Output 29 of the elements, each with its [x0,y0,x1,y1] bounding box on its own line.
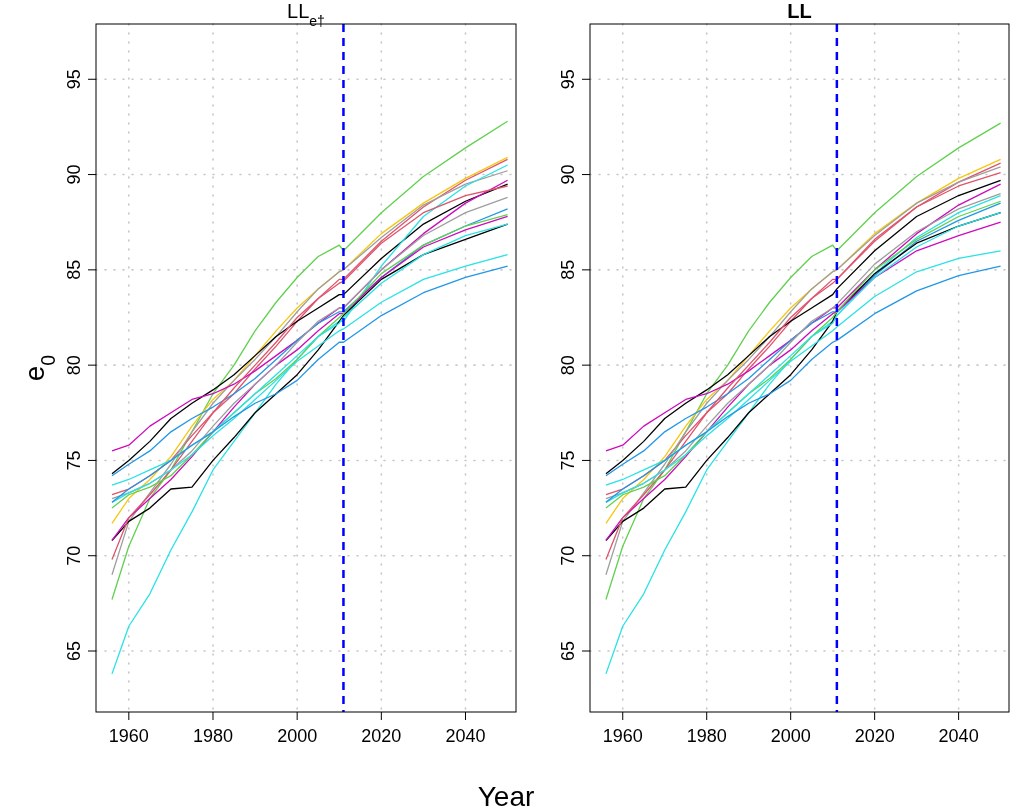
y-tick-label: 95 [64,69,84,90]
x-tick-label: 1960 [602,726,643,746]
y-tick-label: 65 [558,641,578,662]
x-tick-label: 2000 [277,726,318,746]
x-tick-label: 1980 [686,726,727,746]
y-tick-label: 80 [64,355,84,376]
x-tick-label: 2020 [854,726,895,746]
x-tick-label: 2020 [361,726,402,746]
y-tick-label: 75 [64,450,84,471]
x-tick-label: 1980 [192,726,234,746]
x-tick-label: 2000 [770,726,811,746]
y-tick-label: 70 [558,545,578,566]
y-tick-label: 80 [558,355,578,376]
line-series [111,164,509,675]
y-tick-label: 90 [64,164,84,185]
x-axis-title: Year [477,781,535,810]
y-tick-label: 65 [64,641,84,662]
y-tick-label: 90 [558,164,578,185]
line-series [111,120,509,601]
y-tick-label: 70 [64,545,84,566]
x-tick-label: 2040 [445,726,486,746]
x-tick-label: 1960 [108,726,149,746]
y-tick-label: 95 [558,69,578,90]
y-tick-label: 85 [64,259,84,280]
chart-title: LL [787,0,812,22]
y-tick-label: 75 [558,450,578,471]
x-tick-label: 2040 [938,726,979,746]
y-tick-label: 85 [558,259,578,280]
chart-title: LL$_{e†}$ [287,0,325,29]
